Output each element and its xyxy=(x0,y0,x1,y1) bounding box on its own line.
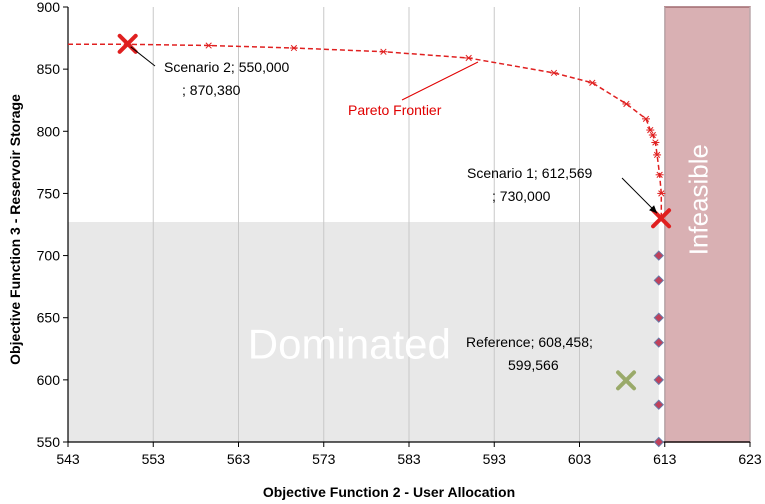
y-tick-label: 750 xyxy=(37,185,61,201)
scenario-1-marker xyxy=(651,208,672,229)
pareto-point xyxy=(653,151,662,159)
series xyxy=(68,33,672,448)
dominated-point xyxy=(653,250,664,261)
pareto-point-stroke xyxy=(205,42,212,49)
pareto-point-stroke xyxy=(550,69,558,77)
annotations: Dominated Infeasible Scenario 2; 550,000 ; … xyxy=(130,46,713,373)
reference-label-line2: 599,566 xyxy=(508,357,559,373)
scenario-1-label-line1: Scenario 1; 612,569 xyxy=(467,165,593,181)
y-tick-label: 700 xyxy=(37,248,61,264)
x-tick-label: 583 xyxy=(397,451,421,467)
x-tick-label: 613 xyxy=(653,451,677,467)
pareto-point xyxy=(379,48,388,55)
y-axis-title: Objective Function 3 - Reservoir Storage xyxy=(7,94,23,365)
pareto-point xyxy=(646,126,655,134)
dominated-point xyxy=(653,275,664,286)
reference-label-line1: Reference; 608,458; xyxy=(466,334,593,350)
scenario-1-arrowhead xyxy=(649,205,658,214)
regions xyxy=(68,6,751,443)
pareto-point xyxy=(655,171,664,178)
pareto-point-stroke xyxy=(380,48,387,55)
pareto-point xyxy=(549,69,558,77)
pareto-point xyxy=(651,139,660,146)
dominated-region xyxy=(68,222,659,442)
axes xyxy=(63,6,751,447)
y-tick-label: 850 xyxy=(37,61,61,77)
x-tick-label: 563 xyxy=(227,451,251,467)
pareto-point-stroke xyxy=(649,131,656,139)
dominated-point xyxy=(653,337,664,348)
scenario-1-marker-stroke xyxy=(651,208,672,229)
x-tick-label: 543 xyxy=(56,451,80,467)
pareto-point xyxy=(641,115,650,123)
pareto-point-stroke xyxy=(623,100,630,108)
y-tick-label: 550 xyxy=(37,434,61,450)
y-tick-label: 600 xyxy=(37,372,61,388)
pareto-point-stroke xyxy=(652,139,659,146)
scenario-2-label-line1: Scenario 2; 550,000 xyxy=(164,59,290,75)
pareto-point xyxy=(289,44,298,52)
pareto-point-stroke xyxy=(642,115,650,123)
scenario-2-label-line2: ; 870,380 xyxy=(182,82,241,98)
pareto-point-stroke xyxy=(656,171,663,178)
pareto-frontier-label: Pareto Frontier xyxy=(348,102,442,118)
y-tick-label: 800 xyxy=(37,123,61,139)
dominated-region-label: Dominated xyxy=(248,321,451,368)
tick-labels: 543 553 563 573 583 593 603 613 623 550 600 650 700 7… xyxy=(37,0,762,467)
pareto-point xyxy=(588,79,597,86)
x-tick-label: 593 xyxy=(483,451,507,467)
infeasible-region-label: Infeasible xyxy=(683,144,713,255)
infeasible-region xyxy=(664,6,751,443)
scenario-2-leader xyxy=(130,46,156,67)
scenario-1-label-line2: ; 730,000 xyxy=(492,188,551,204)
pareto-point xyxy=(204,42,213,49)
x-tick-label: 553 xyxy=(142,451,166,467)
x-axis-title: Objective Function 2 - User Allocation xyxy=(263,484,515,500)
dominated-point xyxy=(653,436,664,448)
pareto-point-stroke xyxy=(658,190,665,197)
pareto-point xyxy=(648,131,657,139)
pareto-point xyxy=(622,100,631,108)
pareto-frontier-line xyxy=(68,43,663,219)
pareto-point-stroke xyxy=(465,54,472,62)
reference-marker-stroke xyxy=(616,370,637,391)
dominated-point xyxy=(653,399,664,410)
scenario-1-leader xyxy=(621,177,658,214)
scenario-2-marker-stroke xyxy=(117,33,138,54)
y-tick-label: 650 xyxy=(37,310,61,326)
pareto-point-stroke xyxy=(647,126,654,134)
pareto-point-stroke xyxy=(290,44,298,52)
dominated-point xyxy=(653,312,664,323)
x-tick-label: 623 xyxy=(738,451,762,467)
pareto-point-stroke xyxy=(589,79,596,86)
x-tick-label: 573 xyxy=(312,451,336,467)
pareto-point xyxy=(464,54,473,62)
x-tick-label: 603 xyxy=(568,451,592,467)
pareto-point-stroke xyxy=(653,151,661,159)
dominated-point xyxy=(653,374,664,386)
y-tick-label: 900 xyxy=(37,0,61,15)
pareto-point xyxy=(657,190,666,197)
pareto-frontier-leader xyxy=(401,61,479,101)
reference-marker xyxy=(616,370,637,391)
